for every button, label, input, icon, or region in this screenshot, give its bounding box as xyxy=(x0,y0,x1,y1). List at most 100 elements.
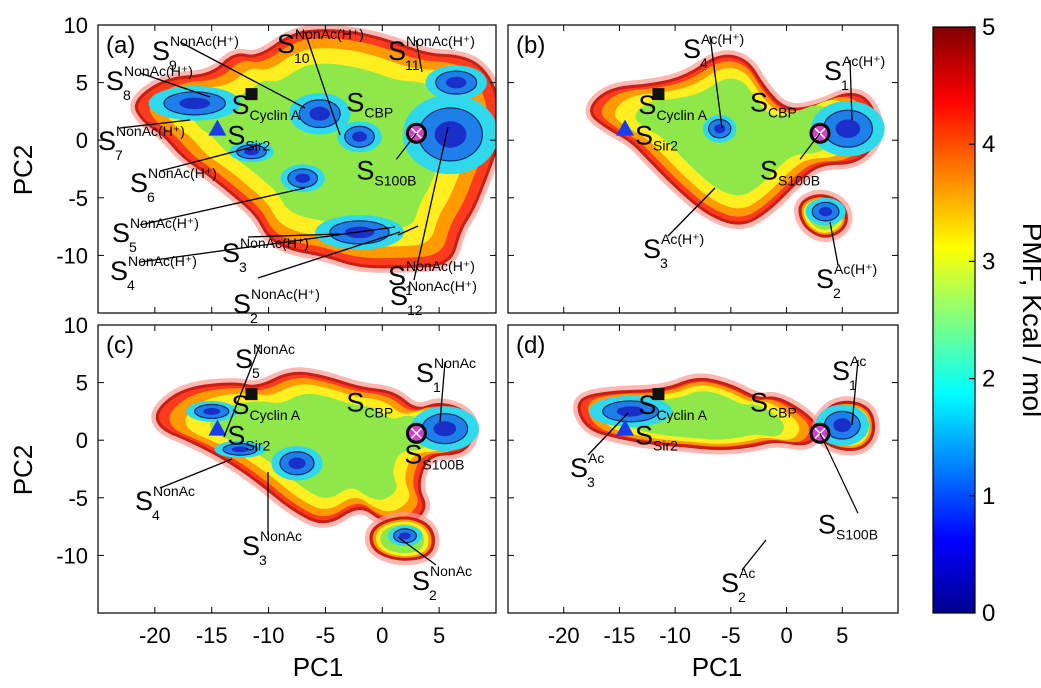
state-label-s: S xyxy=(570,453,588,483)
reference-label: SCBP xyxy=(346,387,393,420)
x-axis-label-right: PC1 xyxy=(692,652,743,682)
pmf-map xyxy=(573,373,880,456)
x-tick-label: 0 xyxy=(376,623,388,648)
state-label: SAc 2 xyxy=(721,539,767,605)
state-label-text: SNonAc 4 xyxy=(135,483,195,523)
reference-label-s: S xyxy=(760,155,778,185)
state-leader-line xyxy=(159,144,261,172)
state-label: SNonAc(H⁺) 1 xyxy=(388,225,475,298)
state-label-index: 12 xyxy=(407,302,423,318)
pmf-basin-core xyxy=(203,407,221,415)
pmf-map xyxy=(130,25,496,273)
y-axis-label-top: PC2 xyxy=(8,145,38,196)
colorbar-tick-label: 3 xyxy=(982,248,995,275)
state-label-sup: NonAc xyxy=(430,563,472,579)
state-label-sup: NonAc(H⁺) xyxy=(130,215,199,231)
state-label-text: SNonAc(H⁺) 10 xyxy=(277,26,364,66)
state-label-index: 2 xyxy=(738,589,746,605)
panel-label: (c) xyxy=(106,332,134,359)
state-label-sup: Ac xyxy=(588,450,604,466)
state-label-text: SNonAc(H⁺) 7 xyxy=(98,123,185,163)
axes-layer: PC1 PC1 PC2 PC2 xyxy=(8,145,742,682)
reference-marker: SSir2 xyxy=(616,119,678,154)
state-label-s: S xyxy=(832,356,850,386)
pmf-contour xyxy=(635,78,836,196)
x-tick-label: -5 xyxy=(721,623,741,648)
state-label-index: 5 xyxy=(129,239,137,255)
state-leader-line xyxy=(139,226,396,263)
state-label: SNonAc(H⁺) 4 xyxy=(110,226,396,293)
reference-leader-line xyxy=(799,132,821,160)
reference-marker: SCyclin A xyxy=(638,388,708,423)
state-label-s: S xyxy=(110,256,128,286)
triangle-marker xyxy=(616,419,634,436)
state-label-index: 10 xyxy=(294,50,310,66)
pmf-basin-core xyxy=(445,76,467,89)
reference-label: SCBP xyxy=(750,387,797,420)
state-label: SNonAc 5 xyxy=(223,341,295,438)
state-label-text: SNonAc(H⁺) 6 xyxy=(130,165,217,205)
state-label: SNonAc(H⁺) 9 xyxy=(152,33,306,109)
state-label: SNonAc(H⁺) 7 xyxy=(98,119,191,163)
reference-label-name: S100B xyxy=(422,456,464,472)
x-tick-label: -20 xyxy=(139,623,171,648)
x-marker xyxy=(410,427,422,439)
state-label-sup: NonAc(H⁺) xyxy=(116,123,185,139)
state-label-sup: NonAc(H⁺) xyxy=(128,253,197,269)
pmf-basin-core xyxy=(288,457,306,469)
state-label-s: S xyxy=(233,289,251,319)
x-axis-label-left: PC1 xyxy=(293,652,344,682)
state-label: SNonAc(H⁺) 2 xyxy=(233,231,401,326)
pmf-basin-core xyxy=(352,131,367,142)
state-label-sup: NonAc xyxy=(253,341,295,357)
state-leader-line xyxy=(849,59,853,121)
reference-label-s: S xyxy=(346,387,364,417)
state-label-sup: Ac xyxy=(739,565,755,581)
reference-label-name: S100B xyxy=(374,172,416,188)
colorbar-tick-label: 1 xyxy=(982,483,995,510)
reference-label-s: S xyxy=(232,390,250,420)
state-label-sup: Ac xyxy=(850,353,866,369)
state-label-s: S xyxy=(390,281,408,311)
triangle-marker xyxy=(208,119,227,136)
x-tick-label: 5 xyxy=(433,623,445,648)
pmf-basin-core xyxy=(231,446,249,453)
state-label-s: S xyxy=(130,168,148,198)
reference-label-s: S xyxy=(227,121,245,151)
reference-label-s: S xyxy=(750,387,768,417)
x-tick-label: -20 xyxy=(548,623,580,648)
state-label-s: S xyxy=(98,126,116,156)
panel-frame xyxy=(507,324,899,614)
y-axis-label-bottom: PC2 xyxy=(8,445,38,496)
reference-label-name: Sir2 xyxy=(245,438,270,454)
state-leader-line xyxy=(667,187,716,237)
state-label-s: S xyxy=(721,568,739,598)
reference-label-s: S xyxy=(635,121,653,151)
state-label-s: S xyxy=(824,56,842,86)
square-marker xyxy=(652,88,665,101)
reference-label-s: S xyxy=(818,509,836,539)
state-label-index: 7 xyxy=(115,147,123,163)
reference-marker: SCBP xyxy=(346,387,427,444)
state-label-s: S xyxy=(816,264,834,294)
pmf-contour xyxy=(209,393,432,500)
reference-label-s: S xyxy=(346,87,364,117)
reference-leader-line xyxy=(395,132,417,160)
square-marker xyxy=(245,88,258,101)
state-label-index: 11 xyxy=(405,57,420,73)
state-label-index: 1 xyxy=(433,379,441,395)
x-tick-label: -10 xyxy=(253,623,285,648)
state-label-s: S xyxy=(277,29,295,59)
state-label-text: SAc(H⁺) 2 xyxy=(816,261,877,301)
square-marker xyxy=(245,388,258,401)
y-tick-label: -10 xyxy=(56,243,88,268)
state-leader-line xyxy=(829,221,839,266)
reference-label: SSir2 xyxy=(227,421,270,454)
pmf-contour xyxy=(193,63,448,230)
state-label-s: S xyxy=(412,566,430,596)
state-label: SNonAc 4 xyxy=(135,458,233,523)
state-label-index: 3 xyxy=(259,552,267,568)
